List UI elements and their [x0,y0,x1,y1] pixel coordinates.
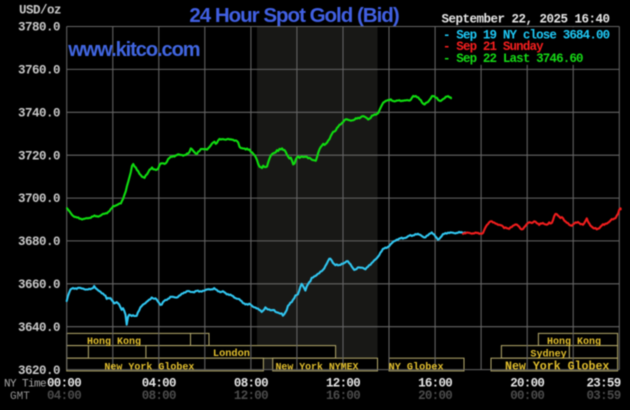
svg-text:16:00: 16:00 [418,377,452,391]
svg-text:NY Globex: NY Globex [389,361,444,373]
svg-text:London: London [213,348,250,360]
svg-text:3740.0: 3740.0 [18,107,60,121]
svg-text:Hong Kong: Hong Kong [87,337,141,348]
svg-text:3680.0: 3680.0 [18,235,60,249]
svg-text:Sydney: Sydney [530,348,566,360]
svg-text:20:00: 20:00 [510,377,544,391]
svg-text:23:59: 23:59 [586,377,620,391]
svg-text:3760.0: 3760.0 [18,64,60,78]
svg-text:New York NYMEX: New York NYMEX [276,361,359,372]
svg-text:GMT: GMT [10,391,30,403]
svg-text:12:00: 12:00 [326,377,360,391]
svg-text:3640.0: 3640.0 [18,321,60,335]
svg-text:3720.0: 3720.0 [18,149,60,163]
svg-text:Hong Kong: Hong Kong [547,337,601,348]
svg-text:24 Hour Spot Gold (Bid): 24 Hour Spot Gold (Bid) [189,4,398,27]
svg-text:08:00: 08:00 [234,377,268,391]
svg-text:00:00: 00:00 [47,377,81,391]
svg-text:- Sep 19 NY close 3684.00: - Sep 19 NY close 3684.00 [443,28,610,42]
svg-text:- Sep 22 Last 3746.60: - Sep 22 Last 3746.60 [443,52,583,66]
svg-text:September 22, 2025 16:40: September 22, 2025 16:40 [441,13,609,27]
svg-text:NY Time: NY Time [4,379,46,391]
svg-text:3660.0: 3660.0 [18,278,60,292]
svg-text:New York Globex: New York Globex [505,360,609,373]
svg-text:20:00: 20:00 [418,389,452,403]
svg-text:04:00: 04:00 [47,389,81,403]
svg-text:03:59: 03:59 [586,389,620,403]
svg-text:12:00: 12:00 [234,389,268,403]
svg-text:08:00: 08:00 [142,389,176,403]
svg-text:3780.0: 3780.0 [18,21,60,35]
svg-text:USD/oz: USD/oz [19,4,61,18]
svg-text:3620.0: 3620.0 [18,364,60,378]
svg-text:16:00: 16:00 [326,389,360,403]
svg-text:New York Globex: New York Globex [104,361,194,373]
svg-text:00:00: 00:00 [510,389,544,403]
svg-text:04:00: 04:00 [142,377,176,391]
svg-text:- Sep 21 Sunday: - Sep 21 Sunday [443,40,544,54]
svg-text:3700.0: 3700.0 [18,192,60,206]
svg-text:www.kitco.com: www.kitco.com [67,39,199,61]
